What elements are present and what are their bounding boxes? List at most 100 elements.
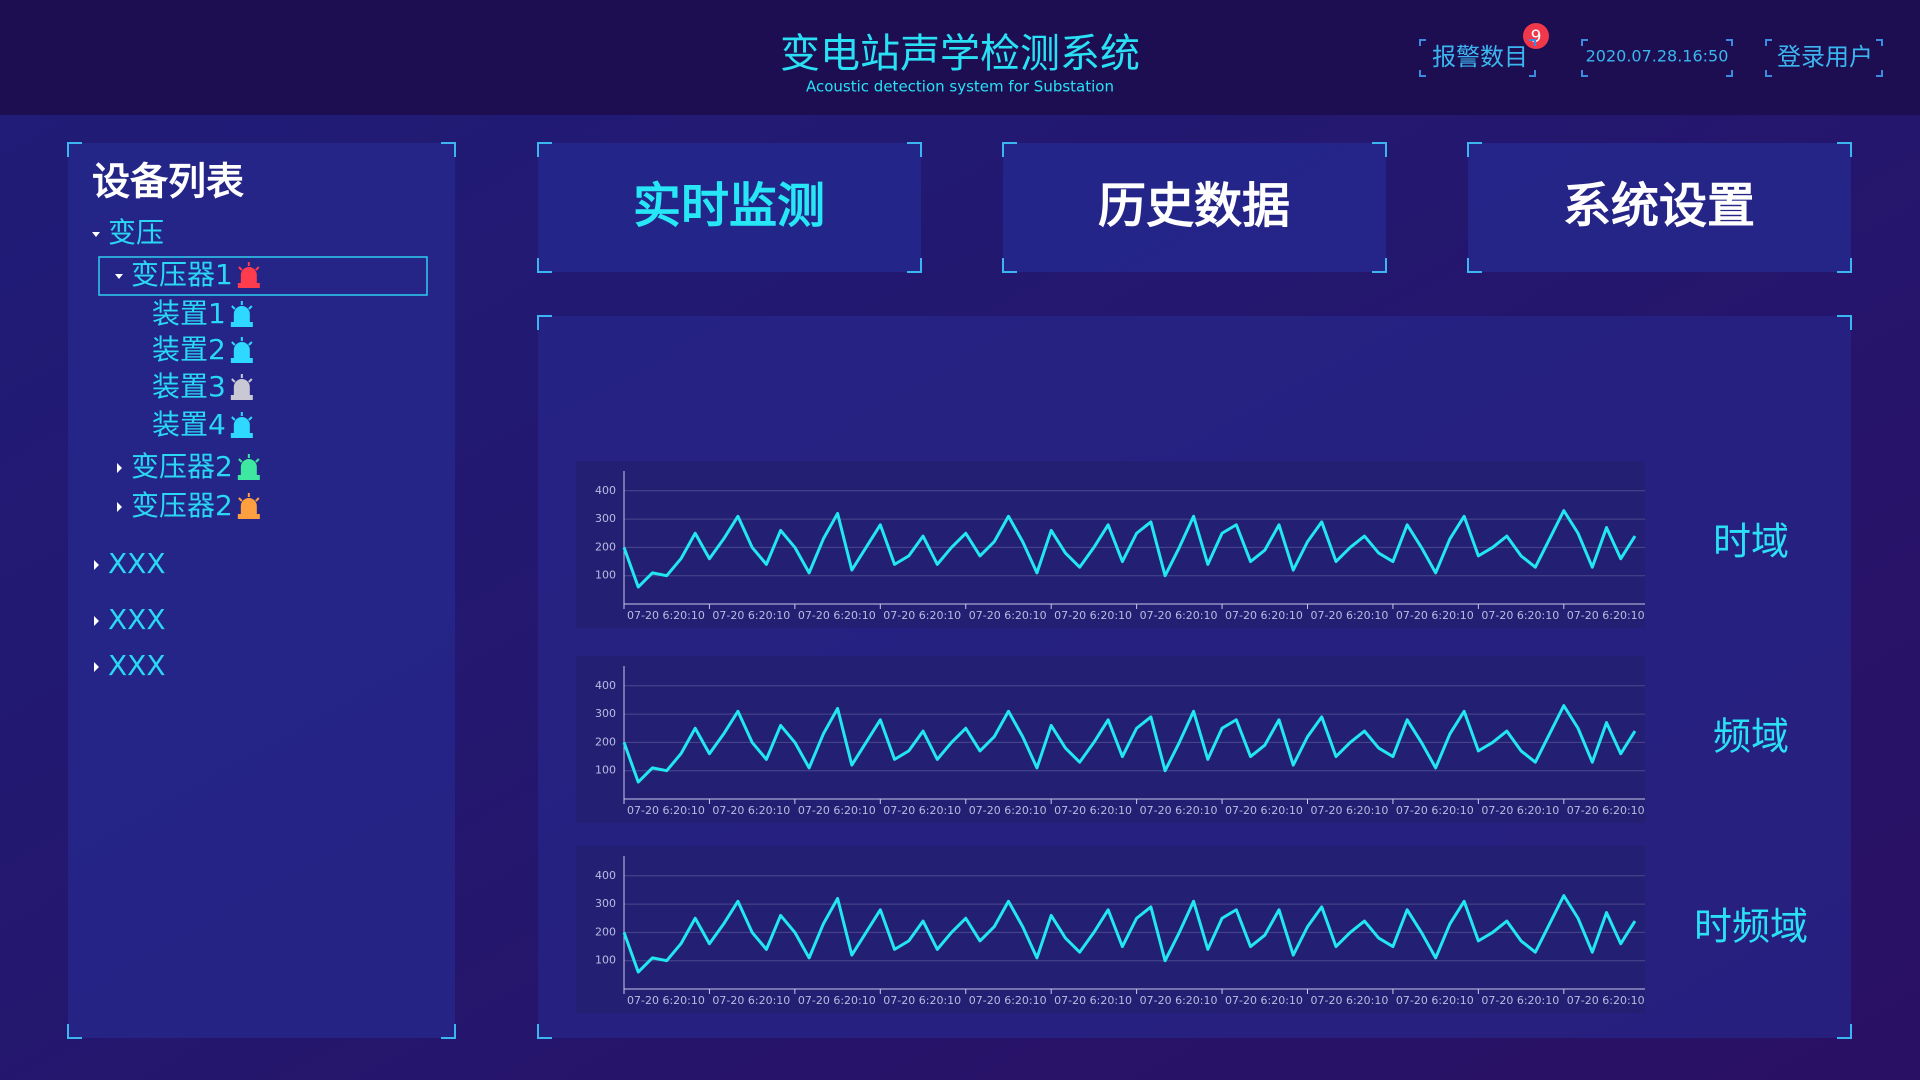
tree-label[interactable]: 装置3 <box>152 370 226 403</box>
x-tick-label: 07-20 6:20:10 <box>883 609 961 622</box>
y-tick-label: 200 <box>595 735 616 748</box>
y-tick-label: 300 <box>595 707 616 720</box>
x-tick-label: 07-20 6:20:10 <box>1225 994 1303 1007</box>
alarm-button[interactable]: 报警数目 <box>1432 43 1528 71</box>
x-tick-label: 07-20 6:20:10 <box>1140 609 1218 622</box>
tree-toggle[interactable] <box>94 560 99 570</box>
alarm-icon <box>230 374 253 400</box>
corner-brackets <box>1002 142 1387 273</box>
tab[interactable] <box>1003 143 1386 272</box>
tree-label[interactable]: XXX <box>108 547 166 580</box>
y-tick-label: 300 <box>595 512 616 525</box>
alarm-count: 9 <box>1531 27 1542 47</box>
chart-panel <box>576 846 1645 1013</box>
x-tick-label: 07-20 6:20:10 <box>883 994 961 1007</box>
x-tick-label: 07-20 6:20:10 <box>627 609 705 622</box>
alarm-icon <box>230 412 253 438</box>
x-tick-label: 07-20 6:20:10 <box>969 804 1047 817</box>
alarm-icon <box>237 454 260 480</box>
tree-toggle[interactable] <box>92 232 100 237</box>
x-tick-label: 07-20 6:20:10 <box>883 804 961 817</box>
tree-label[interactable]: 装置4 <box>152 408 226 441</box>
x-tick-label: 07-20 6:20:10 <box>1054 609 1132 622</box>
x-tick-label: 07-20 6:20:10 <box>1054 994 1132 1007</box>
x-tick-label: 07-20 6:20:10 <box>1567 994 1645 1007</box>
x-tick-label: 07-20 6:20:10 <box>1481 994 1559 1007</box>
x-tick-label: 07-20 6:20:10 <box>712 804 790 817</box>
tree-toggle[interactable] <box>115 274 123 279</box>
login-button[interactable]: 登录用户 <box>1777 43 1873 71</box>
chart-panel <box>576 461 1645 628</box>
tab-label[interactable]: 实时监测 <box>633 178 825 234</box>
tab-label[interactable]: 历史数据 <box>1098 178 1290 234</box>
x-tick-label: 07-20 6:20:10 <box>1481 609 1559 622</box>
chart-title: 时域 <box>1713 520 1789 564</box>
tree-toggle[interactable] <box>94 662 99 672</box>
chart-title: 频域 <box>1713 715 1789 759</box>
x-tick-label: 07-20 6:20:10 <box>1481 804 1559 817</box>
tree-label[interactable]: 变压器2 <box>131 489 233 522</box>
sidebar-panel <box>68 143 455 1038</box>
app-title: 变电站声学检测系统 <box>780 31 1140 77</box>
corner-brackets <box>1419 39 1536 77</box>
tree-toggle[interactable] <box>94 616 99 626</box>
y-tick-label: 100 <box>595 764 616 777</box>
tree-label[interactable]: XXX <box>108 603 166 636</box>
tab-label[interactable]: 系统设置 <box>1563 178 1755 234</box>
x-tick-label: 07-20 6:20:10 <box>1140 804 1218 817</box>
app-subtitle: Acoustic detection system for Substation <box>806 78 1114 96</box>
tab[interactable] <box>538 143 921 272</box>
x-tick-label: 07-20 6:20:10 <box>798 609 876 622</box>
tree-toggle[interactable] <box>117 502 122 512</box>
series-line <box>622 509 1637 589</box>
x-tick-label: 07-20 6:20:10 <box>1396 994 1474 1007</box>
chart-panel <box>576 656 1645 823</box>
x-tick-label: 07-20 6:20:10 <box>798 804 876 817</box>
corner-brackets <box>537 315 1852 1039</box>
corner-brackets <box>537 142 922 273</box>
corner-brackets <box>1467 142 1852 273</box>
x-tick-label: 07-20 6:20:10 <box>1310 804 1388 817</box>
corner-brackets <box>67 142 456 1039</box>
y-tick-label: 100 <box>595 954 616 967</box>
x-tick-label: 07-20 6:20:10 <box>969 994 1047 1007</box>
tree-label[interactable]: 变压器2 <box>131 450 233 483</box>
x-tick-label: 07-20 6:20:10 <box>1140 994 1218 1007</box>
y-tick-label: 300 <box>595 897 616 910</box>
x-tick-label: 07-20 6:20:10 <box>1567 609 1645 622</box>
alarm-icon <box>237 493 260 519</box>
tree-label[interactable]: 变压器1 <box>131 258 233 291</box>
sidebar-title: 设备列表 <box>92 160 244 204</box>
tree-label[interactable]: 变压 <box>108 216 164 249</box>
alarm-badge <box>1523 23 1549 49</box>
x-tick-label: 07-20 6:20:10 <box>1567 804 1645 817</box>
x-tick-label: 07-20 6:20:10 <box>1396 609 1474 622</box>
corner-brackets <box>1581 39 1733 77</box>
x-tick-label: 07-20 6:20:10 <box>1396 804 1474 817</box>
tree-label[interactable]: XXX <box>108 649 166 682</box>
x-tick-label: 07-20 6:20:10 <box>1310 994 1388 1007</box>
x-tick-label: 07-20 6:20:10 <box>627 994 705 1007</box>
tab[interactable] <box>1468 143 1851 272</box>
x-tick-label: 07-20 6:20:10 <box>1310 609 1388 622</box>
y-tick-label: 400 <box>595 869 616 882</box>
tree-toggle[interactable] <box>117 463 122 473</box>
y-tick-label: 200 <box>595 925 616 938</box>
alarm-icon <box>237 262 260 288</box>
tree-label[interactable]: 装置1 <box>152 297 226 330</box>
x-tick-label: 07-20 6:20:10 <box>1225 804 1303 817</box>
alarm-icon <box>230 337 253 363</box>
x-tick-label: 07-20 6:20:10 <box>1225 609 1303 622</box>
x-tick-label: 07-20 6:20:10 <box>969 609 1047 622</box>
y-tick-label: 400 <box>595 484 616 497</box>
tree-label[interactable]: 装置2 <box>152 333 226 366</box>
corner-brackets <box>1765 39 1883 77</box>
y-tick-label: 100 <box>595 569 616 582</box>
x-tick-label: 07-20 6:20:10 <box>1054 804 1132 817</box>
series-line <box>622 704 1637 784</box>
series-line <box>622 894 1637 974</box>
x-tick-label: 07-20 6:20:10 <box>798 994 876 1007</box>
y-tick-label: 200 <box>595 540 616 553</box>
